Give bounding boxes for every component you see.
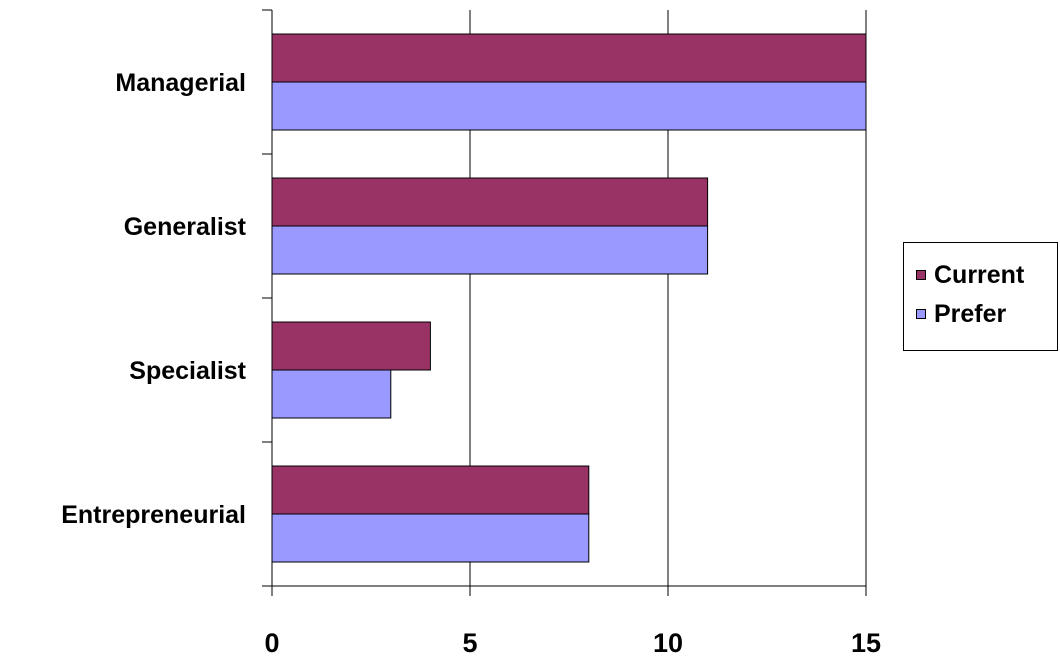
x-tick-label-1: 5 <box>462 628 477 656</box>
y-category-label-entrepreneurial: Entrepreneurial <box>61 501 246 529</box>
x-tick-label-2: 10 <box>653 628 683 656</box>
legend: Current Prefer <box>903 242 1058 351</box>
y-category-label-generalist: Generalist <box>124 213 247 241</box>
bar-current-specialist <box>271 321 431 371</box>
bar-prefer-managerial <box>271 81 867 131</box>
bar-prefer-specialist <box>271 369 392 419</box>
y-category-label-managerial: Managerial <box>115 69 246 97</box>
bar-current-managerial <box>271 33 867 83</box>
axis-labels: 0 5 10 15 Managerial Generalist Specialist Entr… <box>61 69 881 658</box>
bar-prefer-generalist <box>271 225 709 275</box>
legend-label-prefer: Prefer <box>934 300 1007 328</box>
x-tick-label-0: 0 <box>264 628 279 656</box>
legend-item-current: Current <box>916 260 1024 290</box>
legend-item-prefer: Prefer <box>916 299 1006 329</box>
bars <box>271 33 867 563</box>
legend-swatch-prefer <box>916 309 926 319</box>
bar-current-entrepreneurial <box>271 465 590 515</box>
y-category-label-specialist: Specialist <box>129 357 246 385</box>
x-tick-label-3: 15 <box>851 628 881 656</box>
bar-current-generalist <box>271 177 709 227</box>
legend-swatch-current <box>916 270 926 280</box>
axes <box>262 9 867 596</box>
legend-label-current: Current <box>934 261 1025 289</box>
bar-prefer-entrepreneurial <box>271 513 590 563</box>
